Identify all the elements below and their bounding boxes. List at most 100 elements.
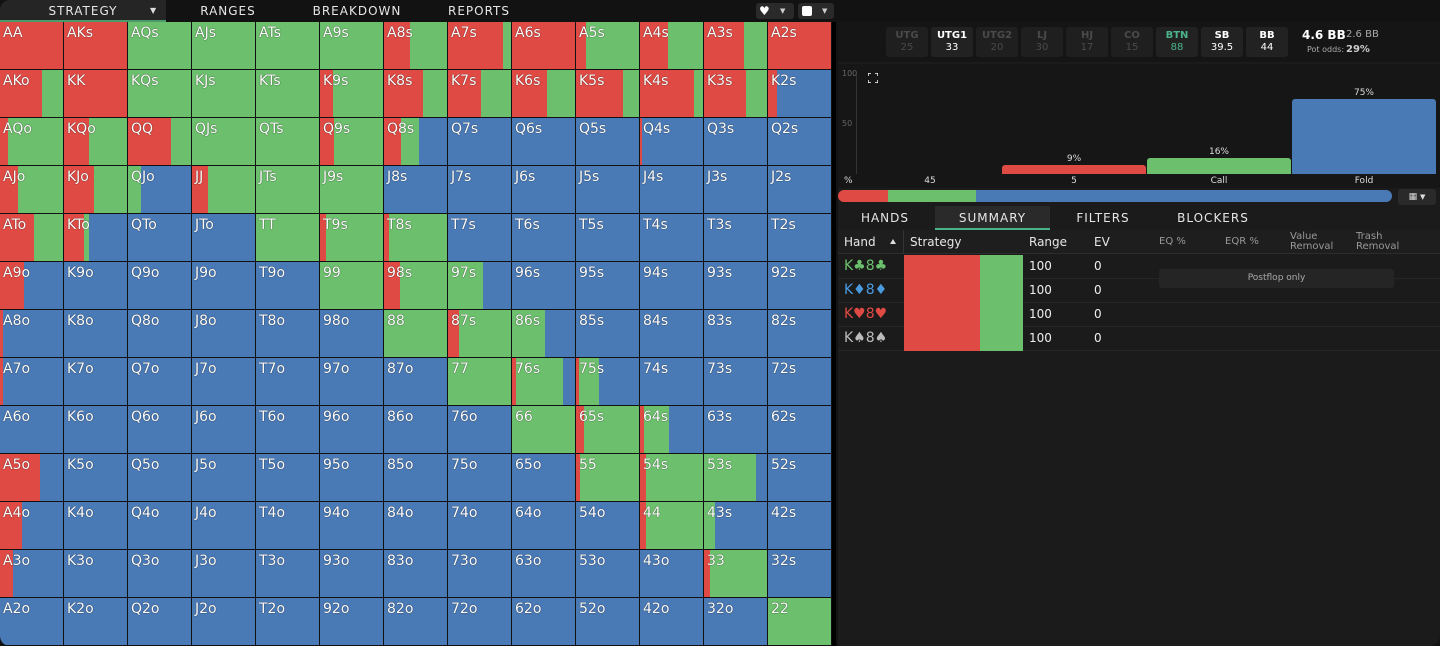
hand-cell[interactable]: J9o	[192, 262, 256, 310]
heart-dropdown[interactable]: ♥ ▼	[756, 3, 794, 19]
hand-cell[interactable]: K9o	[64, 262, 128, 310]
hand-cell[interactable]: T2s	[768, 214, 832, 262]
position-co[interactable]: CO 15	[1111, 27, 1153, 57]
hand-cell[interactable]: A5o	[0, 454, 64, 502]
hand-cell[interactable]: Q7o	[128, 358, 192, 406]
hand-cell[interactable]: A5s	[576, 22, 640, 70]
header-hand[interactable]: Hand	[844, 235, 876, 249]
hand-cell[interactable]: T2o	[256, 598, 320, 646]
hand-cell[interactable]: A8o	[0, 310, 64, 358]
hand-cell[interactable]: Q3s	[704, 118, 768, 166]
hand-cell[interactable]: A3s	[704, 22, 768, 70]
hand-cell[interactable]: 63s	[704, 406, 768, 454]
hand-cell[interactable]: T7s	[448, 214, 512, 262]
hand-cell[interactable]: 85o	[384, 454, 448, 502]
hand-cell[interactable]: T3o	[256, 550, 320, 598]
hand-cell[interactable]: 93s	[704, 262, 768, 310]
hand-cell[interactable]: T5o	[256, 454, 320, 502]
hand-cell[interactable]: 97s	[448, 262, 512, 310]
hand-cell[interactable]: 54s	[640, 454, 704, 502]
hand-cell[interactable]: KK	[64, 70, 128, 118]
hand-cell[interactable]: K2o	[64, 598, 128, 646]
hand-cell[interactable]: J6s	[512, 166, 576, 214]
hand-cell[interactable]: Q2o	[128, 598, 192, 646]
tab-ranges[interactable]: RANGES	[200, 4, 256, 18]
hand-cell[interactable]: QTo	[128, 214, 192, 262]
position-utg[interactable]: UTG 25	[886, 27, 928, 57]
hand-cell[interactable]: Q8s	[384, 118, 448, 166]
hand-cell[interactable]: J5s	[576, 166, 640, 214]
position-utg2[interactable]: UTG2 20	[976, 27, 1018, 57]
hand-cell[interactable]: A9o	[0, 262, 64, 310]
hand-cell[interactable]: K3o	[64, 550, 128, 598]
hand-cell[interactable]: 75o	[448, 454, 512, 502]
hand-cell[interactable]: QTs	[256, 118, 320, 166]
hand-cell[interactable]: QJs	[192, 118, 256, 166]
header-eq[interactable]: EQ %	[1159, 236, 1186, 247]
hand-cell[interactable]: Q4s	[640, 118, 704, 166]
hand-cell[interactable]: A3o	[0, 550, 64, 598]
hand-cell[interactable]: J3s	[704, 166, 768, 214]
hand-cell[interactable]: 72o	[448, 598, 512, 646]
hand-cell[interactable]: K5s	[576, 70, 640, 118]
square-dropdown[interactable]: ▼	[798, 3, 834, 19]
hand-cell[interactable]: 52s	[768, 454, 832, 502]
hand-cell[interactable]: J2o	[192, 598, 256, 646]
hand-cell[interactable]: Q5s	[576, 118, 640, 166]
hand-cell[interactable]: 86s	[512, 310, 576, 358]
hand-cell[interactable]: 83s	[704, 310, 768, 358]
hand-cell[interactable]: 96s	[512, 262, 576, 310]
hand-cell[interactable]: 86o	[384, 406, 448, 454]
hand-cell[interactable]: 84s	[640, 310, 704, 358]
hand-cell[interactable]: Q6s	[512, 118, 576, 166]
hand-cell[interactable]: A2s	[768, 22, 832, 70]
hand-cell[interactable]: 87o	[384, 358, 448, 406]
hand-cell[interactable]: T5s	[576, 214, 640, 262]
hand-cell[interactable]: 92s	[768, 262, 832, 310]
hand-cell[interactable]: 32o	[704, 598, 768, 646]
hand-cell[interactable]: 85s	[576, 310, 640, 358]
hand-cell[interactable]: KQo	[64, 118, 128, 166]
hand-cell[interactable]: A7o	[0, 358, 64, 406]
hand-cell[interactable]: T4s	[640, 214, 704, 262]
table-row[interactable]: K♥8♥ 100 0	[838, 303, 1440, 327]
hand-cell[interactable]: T9s	[320, 214, 384, 262]
hand-cell[interactable]: 98s	[384, 262, 448, 310]
hand-cell[interactable]: K7o	[64, 358, 128, 406]
hand-cell[interactable]: 98o	[320, 310, 384, 358]
header-strategy[interactable]: Strategy	[910, 235, 962, 249]
subtab-blockers[interactable]: BLOCKERS	[1177, 211, 1249, 225]
hand-cell[interactable]: 42s	[768, 502, 832, 550]
hand-cell[interactable]: A9s	[320, 22, 384, 70]
hand-cell[interactable]: AKs	[64, 22, 128, 70]
subtab-hands[interactable]: HANDS	[860, 211, 910, 225]
hand-cell[interactable]: 92o	[320, 598, 384, 646]
position-btn[interactable]: BTN 88	[1156, 27, 1198, 57]
hand-cell[interactable]: T7o	[256, 358, 320, 406]
hand-cell[interactable]: 93o	[320, 550, 384, 598]
hand-cell[interactable]: Q8o	[128, 310, 192, 358]
hand-cell[interactable]: A6s	[512, 22, 576, 70]
hand-cell[interactable]: Q2s	[768, 118, 832, 166]
hand-cell[interactable]: J7o	[192, 358, 256, 406]
grid-view-dropdown[interactable]: ▦ ▼	[1398, 189, 1436, 205]
hand-cell[interactable]: J4o	[192, 502, 256, 550]
hand-cell[interactable]: 65s	[576, 406, 640, 454]
hand-cell[interactable]: 53o	[576, 550, 640, 598]
hand-cell[interactable]: AQs	[128, 22, 192, 70]
hand-cell[interactable]: T9o	[256, 262, 320, 310]
hand-cell[interactable]: KJo	[64, 166, 128, 214]
chart-bar[interactable]	[1292, 99, 1436, 174]
hand-cell[interactable]: KJs	[192, 70, 256, 118]
hand-cell[interactable]: 44	[640, 502, 704, 550]
hand-cell[interactable]: AJo	[0, 166, 64, 214]
hand-cell[interactable]: T6o	[256, 406, 320, 454]
subtab-filters[interactable]: FILTERS	[1076, 211, 1130, 225]
hand-cell[interactable]: 62o	[512, 598, 576, 646]
header-eqr[interactable]: EQR %	[1225, 236, 1259, 247]
tab-reports[interactable]: REPORTS	[447, 4, 510, 18]
hand-cell[interactable]: 87s	[448, 310, 512, 358]
hand-cell[interactable]: J6o	[192, 406, 256, 454]
position-bb[interactable]: BB 44	[1246, 27, 1288, 57]
hand-cell[interactable]: 94o	[320, 502, 384, 550]
